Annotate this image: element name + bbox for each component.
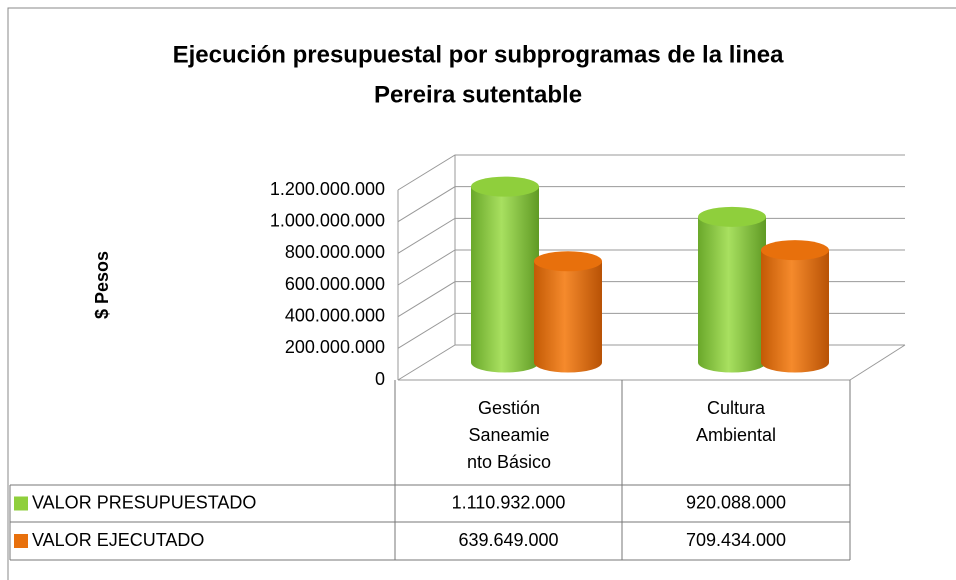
- legend-label: VALOR PRESUPUESTADO: [32, 492, 256, 512]
- category-label: Cultura Ambiental: [695, 398, 777, 445]
- value-label: 709.434.000: [686, 530, 786, 550]
- legend-label: VALOR EJECUTADO: [32, 530, 204, 550]
- floor-edge: [849, 344, 906, 381]
- bar: [698, 216, 766, 373]
- y-axis-label: $ Pesos: [92, 251, 112, 319]
- y-tick-label: 1.000.000.000: [270, 210, 385, 230]
- category-label: Gestión Saneamiento Básico: [466, 398, 552, 472]
- bar: [761, 250, 829, 373]
- grid-line: [397, 154, 905, 191]
- value-label: 1.110.932.000: [452, 492, 566, 512]
- y-tick-label: 0: [375, 369, 385, 389]
- y-tick-label: 400.000.000: [285, 305, 385, 325]
- chart-title: Pereira sutentable: [374, 81, 582, 108]
- legend-swatch: [14, 496, 28, 511]
- y-tick-label: 200.000.000: [285, 337, 385, 357]
- grid-line: [397, 186, 905, 223]
- legend-swatch: [14, 534, 28, 548]
- bar: [534, 261, 602, 373]
- bar: [471, 186, 539, 373]
- value-label: 920.088.000: [686, 492, 786, 512]
- bar-top: [471, 176, 539, 197]
- y-tick-label: 800.000.000: [285, 242, 385, 262]
- y-tick-label: 600.000.000: [285, 274, 385, 294]
- chart-border: [7, 7, 956, 580]
- bar-top: [698, 206, 766, 227]
- y-tick-label: 1.200.000.000: [270, 179, 385, 199]
- chart-title: Ejecución presupuestal por subprogramas …: [173, 41, 784, 68]
- bar-top: [534, 251, 602, 272]
- value-label: 639.649.000: [458, 530, 558, 550]
- bar-top: [761, 240, 829, 261]
